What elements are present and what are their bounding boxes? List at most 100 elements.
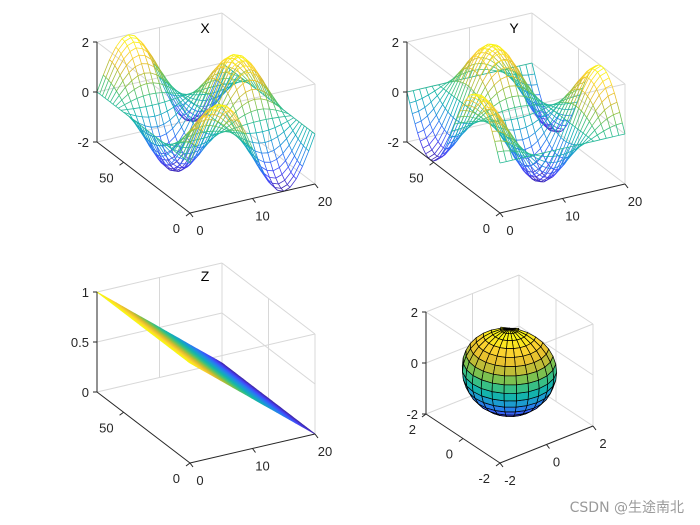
mesh-segment xyxy=(495,121,503,126)
mesh-segment xyxy=(578,108,582,112)
mesh-segment xyxy=(215,84,223,100)
mesh-segment xyxy=(535,158,539,163)
mesh-segment xyxy=(537,152,544,155)
mesh-segment xyxy=(215,91,219,98)
mesh-segment xyxy=(236,382,240,386)
mesh-segment xyxy=(235,375,239,379)
mesh-segment xyxy=(594,65,602,71)
mesh-segment xyxy=(212,126,216,132)
mesh-segment xyxy=(214,370,218,373)
mesh-segment xyxy=(471,97,475,102)
mesh-segment xyxy=(528,137,532,147)
mesh-segment xyxy=(514,64,518,69)
mesh-segment xyxy=(234,386,238,390)
mesh-segment xyxy=(540,138,548,149)
mesh-segment xyxy=(178,347,182,351)
grid-line xyxy=(518,325,594,376)
mesh-segment xyxy=(180,339,184,343)
mesh-segment xyxy=(173,343,177,347)
mesh-segment xyxy=(137,127,141,132)
mesh-segment xyxy=(544,167,552,177)
mesh-segment xyxy=(279,407,283,411)
y-axis-line xyxy=(406,141,501,214)
mesh-segment xyxy=(480,57,485,64)
mesh-segment xyxy=(423,129,427,139)
mesh-segment xyxy=(530,165,538,174)
mesh-segment xyxy=(510,67,517,73)
mesh-segment xyxy=(565,150,573,154)
mesh-segment xyxy=(280,407,284,411)
mesh-segment xyxy=(218,61,223,66)
mesh-segment xyxy=(132,317,136,321)
mesh-segment xyxy=(181,356,185,360)
mesh-segment xyxy=(218,127,222,132)
mesh-segment xyxy=(532,155,539,160)
mesh-segment xyxy=(160,340,164,344)
mesh-segment xyxy=(218,104,222,107)
mesh-segment xyxy=(292,417,296,421)
mesh-segment xyxy=(153,143,157,146)
mesh-segment xyxy=(490,119,498,130)
mesh-segment xyxy=(118,87,126,96)
mesh-segment xyxy=(574,126,579,130)
mesh-segment xyxy=(493,107,497,113)
mesh-segment xyxy=(258,394,262,398)
y-tick-mark xyxy=(119,411,124,416)
mesh-segment xyxy=(582,132,587,136)
mesh-segment xyxy=(249,146,253,149)
mesh-segment xyxy=(271,140,275,151)
mesh-segment xyxy=(190,362,194,365)
mesh-segment xyxy=(278,116,285,118)
mesh-segment xyxy=(518,156,526,160)
mesh-segment xyxy=(265,177,269,183)
mesh-segment xyxy=(150,328,155,331)
mesh-segment xyxy=(124,37,132,42)
mesh-segment xyxy=(586,105,594,118)
x-tick-mark xyxy=(189,212,194,218)
mesh-segment xyxy=(222,379,227,383)
mesh-segment xyxy=(235,105,243,112)
mesh-segment xyxy=(516,71,524,79)
mesh-segment xyxy=(201,111,205,117)
mesh-segment xyxy=(580,77,584,80)
mesh-segment xyxy=(220,113,228,125)
mesh-segment xyxy=(217,117,221,122)
mesh-segment xyxy=(140,83,147,87)
mesh-segment xyxy=(483,60,487,66)
mesh-segment xyxy=(477,47,485,57)
mesh-segment xyxy=(242,382,247,386)
mesh-segment xyxy=(165,144,169,148)
mesh-segment xyxy=(276,409,280,413)
mesh-segment xyxy=(461,85,469,104)
mesh-segment xyxy=(157,335,161,338)
mesh-segment xyxy=(429,123,434,132)
mesh-segment xyxy=(111,49,119,63)
mesh-segment xyxy=(247,121,254,125)
mesh-segment xyxy=(193,357,197,360)
mesh-segment xyxy=(286,414,290,418)
mesh-segment xyxy=(185,147,189,154)
mesh-segment xyxy=(525,173,529,176)
mesh-segment xyxy=(466,116,471,123)
mesh-segment xyxy=(154,61,158,67)
mesh-segment xyxy=(498,118,503,126)
mesh-segment xyxy=(257,392,261,395)
mesh-segment xyxy=(578,78,582,85)
mesh-segment xyxy=(537,132,545,142)
mesh-segment xyxy=(217,375,221,379)
mesh-segment xyxy=(219,66,223,74)
mesh-segment xyxy=(157,154,161,157)
mesh-segment xyxy=(519,90,524,95)
mesh-segment xyxy=(562,92,570,103)
mesh-segment xyxy=(169,338,173,342)
mesh-segment xyxy=(428,90,435,96)
mesh-segment xyxy=(236,81,240,84)
mesh-segment xyxy=(545,160,549,166)
mesh-segment xyxy=(249,146,257,161)
mesh-segment xyxy=(205,371,210,374)
mesh-segment xyxy=(563,155,570,161)
mesh-segment xyxy=(475,47,483,57)
mesh-segment xyxy=(191,351,195,355)
mesh-segment xyxy=(261,83,265,92)
mesh-segment xyxy=(207,360,211,363)
